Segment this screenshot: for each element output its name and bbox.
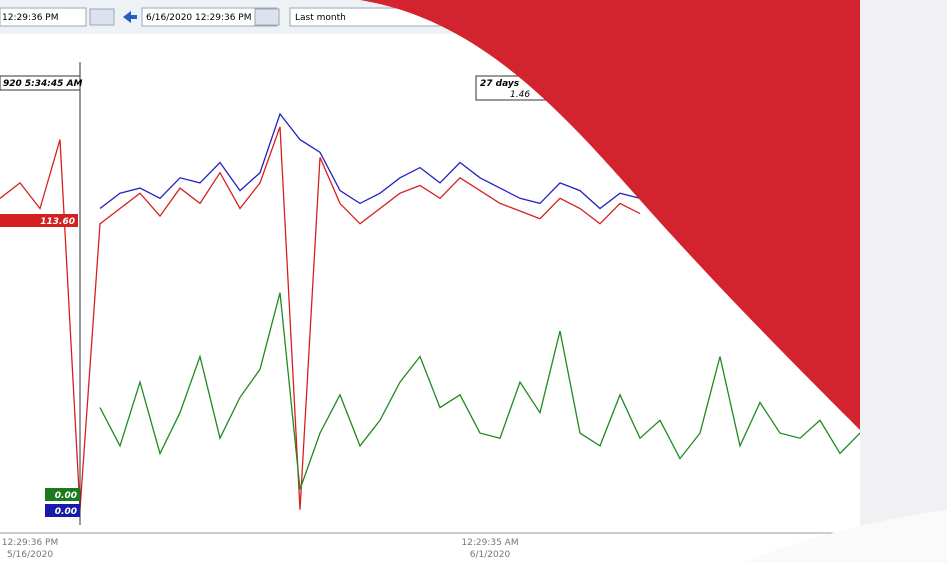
end-time: 6/16/2020 12:29:36 PM [146,13,251,23]
x-tick-date: 5/16/2020 [7,550,53,560]
start-time: 12:29:36 PM [2,13,58,23]
calendar-button[interactable] [254,8,280,26]
decor-swoosh [360,0,860,430]
x-tick-time: 12:29:36 PM [2,538,58,548]
pen-value: 0.00 [55,507,77,517]
range: Last month [295,13,346,23]
pen-badge [45,488,80,501]
arrow-button[interactable] [123,11,137,23]
pen-badge [45,504,80,517]
start-field[interactable] [0,7,87,27]
cursor-sub: 1.46 [510,90,530,100]
cursor-label: 27 days [480,79,520,89]
pen-value: 113.60 [40,217,75,227]
x-tick-date: 6/1/2020 [470,550,511,560]
series-line [99,292,881,490]
series-line [99,112,641,210]
pen-badge [0,214,78,227]
calendar-button[interactable] [89,8,115,26]
decor-curve [740,510,947,563]
pen-value: 0.00 [55,491,77,501]
x-tick-time: 12:29:35 AM [461,538,518,548]
decor-panel [860,0,947,563]
cursor-box [0,75,81,91]
series-line [0,126,641,510]
cursor-label: 920 5:34:45 AM [3,79,83,89]
